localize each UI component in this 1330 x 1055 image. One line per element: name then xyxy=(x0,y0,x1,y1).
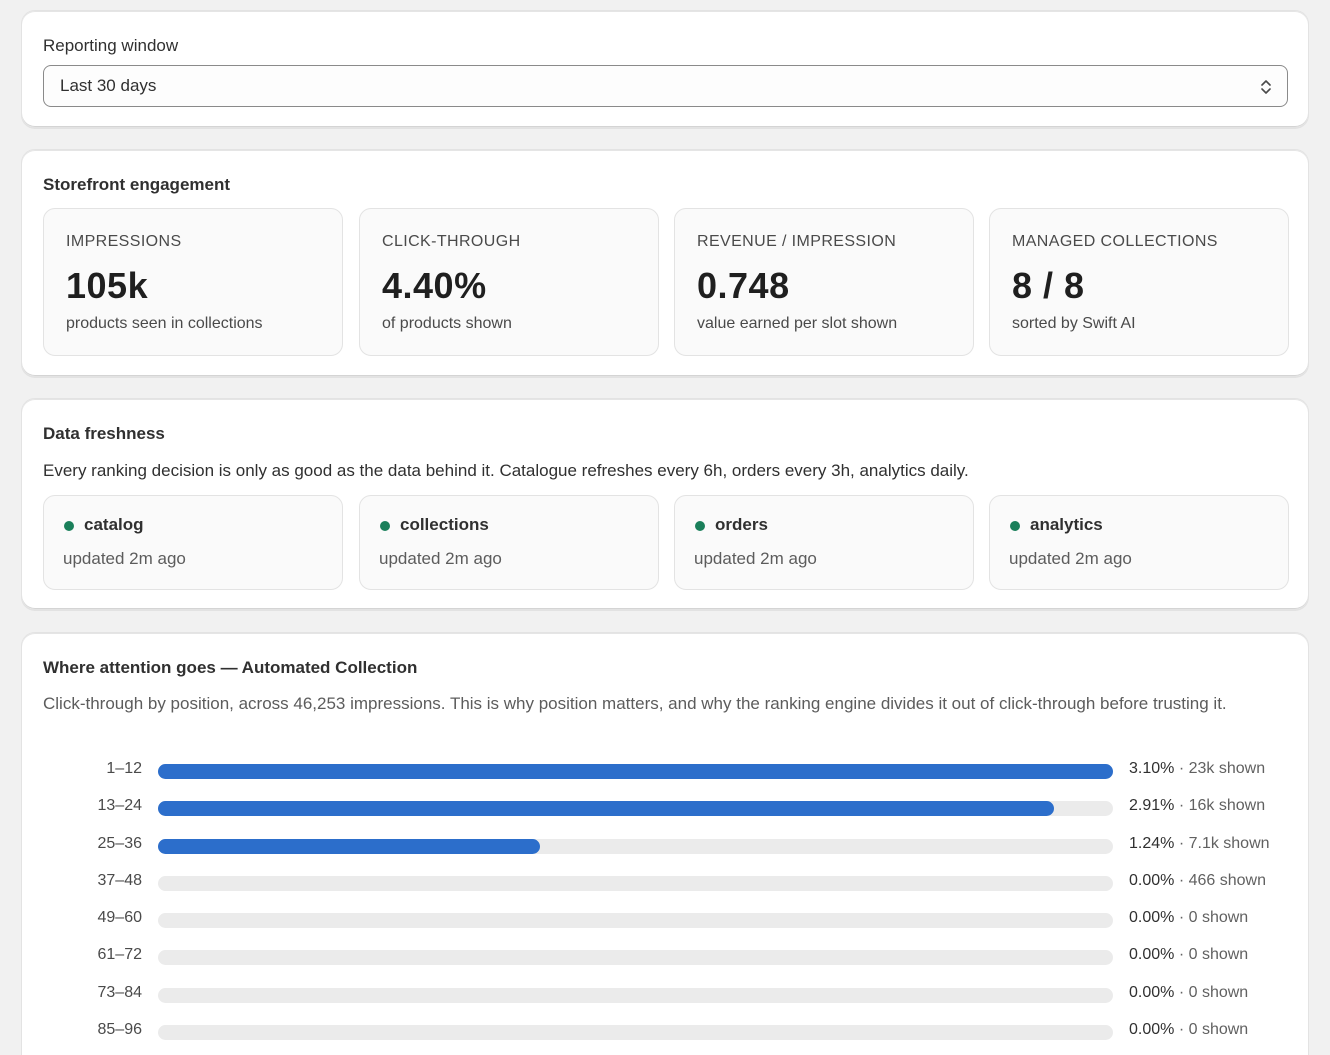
position-row: 85–96 0.00% · 0 shown xyxy=(22,1021,1310,1041)
metric-label: MANAGED COLLECTIONS xyxy=(1012,233,1218,250)
freshness-title: Data freshness xyxy=(43,424,165,443)
metric-impressions: IMPRESSIONS 105k products seen in collec… xyxy=(43,208,343,356)
freshness-source-collections: collections updated 2m ago xyxy=(359,495,659,590)
reporting-window-select[interactable]: Last 30 days xyxy=(43,65,1288,107)
metric-label: CLICK-THROUGH xyxy=(382,233,521,250)
metric-subtext: of products shown xyxy=(382,315,512,332)
impressions-shown: · 0 shown xyxy=(1174,909,1249,926)
metric-value: 105k xyxy=(66,265,149,306)
attention-card: Where attention goes — Automated Collect… xyxy=(21,632,1309,1055)
ctr-bar-track xyxy=(158,764,1113,779)
engagement-card: Storefront engagement IMPRESSIONS 105k p… xyxy=(21,149,1309,377)
freshness-source-orders: orders updated 2m ago xyxy=(674,495,974,590)
metric-subtext: value earned per slot shown xyxy=(697,315,898,332)
position-range: 1–12 xyxy=(106,760,142,777)
impressions-shown: · 0 shown xyxy=(1174,946,1249,963)
ctr-percent: 0.00% xyxy=(1129,872,1175,889)
position-row: 49–60 0.00% · 0 shown xyxy=(22,909,1310,929)
attention-description: Click-through by position, across 46,253… xyxy=(43,694,1227,713)
metric-click-through: CLICK-THROUGH 4.40% of products shown xyxy=(359,208,659,356)
reporting-window-card: Reporting window Last 30 days xyxy=(21,10,1309,128)
position-range: 49–60 xyxy=(97,909,143,926)
ctr-percent: 2.91% xyxy=(1129,797,1175,814)
metric-value: 4.40% xyxy=(382,265,487,306)
source-updated: updated 2m ago xyxy=(694,549,817,568)
metric-managed-collections: MANAGED COLLECTIONS 8 / 8 sorted by Swif… xyxy=(989,208,1289,356)
position-row: 37–48 0.00% · 466 shown xyxy=(22,872,1310,892)
source-name: catalog xyxy=(84,515,144,534)
ctr-percent: 3.10% xyxy=(1129,760,1175,777)
ctr-stat: 0.00% · 466 shown xyxy=(1129,872,1266,890)
impressions-shown: · 0 shown xyxy=(1174,984,1249,1001)
status-dot-icon xyxy=(64,521,74,531)
source-name: collections xyxy=(400,515,489,534)
ctr-bar-fill xyxy=(158,839,540,854)
status-dot-icon xyxy=(380,521,390,531)
ctr-stat: 1.24% · 7.1k shown xyxy=(1129,835,1270,853)
ctr-stat: 3.10% · 23k shown xyxy=(1129,760,1265,778)
freshness-description: Every ranking decision is only as good a… xyxy=(43,461,969,480)
position-row: 61–72 0.00% · 0 shown xyxy=(22,946,1310,966)
ctr-bar-track xyxy=(158,1025,1113,1040)
impressions-shown: · 7.1k shown xyxy=(1174,835,1270,852)
source-updated: updated 2m ago xyxy=(379,549,502,568)
position-range: 37–48 xyxy=(97,872,143,889)
engagement-title: Storefront engagement xyxy=(43,175,231,194)
source-name: orders xyxy=(715,515,768,534)
ctr-bar-track xyxy=(158,876,1113,891)
ctr-bar-fill xyxy=(158,764,1113,779)
impressions-shown: · 0 shown xyxy=(1174,1021,1249,1038)
data-freshness-card: Data freshness Every ranking decision is… xyxy=(21,398,1309,610)
freshness-source-analytics: analytics updated 2m ago xyxy=(989,495,1289,590)
source-updated: updated 2m ago xyxy=(63,549,186,568)
position-range: 85–96 xyxy=(97,1021,143,1038)
ctr-bar-track xyxy=(158,913,1113,928)
metric-revenue-per-impression: REVENUE / IMPRESSION 0.748 value earned … xyxy=(674,208,974,356)
ctr-percent: 0.00% xyxy=(1129,909,1175,926)
source-name: analytics xyxy=(1030,515,1103,534)
select-chevron-icon xyxy=(1261,80,1271,94)
status-dot-icon xyxy=(695,521,705,531)
metric-value: 8 / 8 xyxy=(1012,265,1085,306)
ctr-stat: 2.91% · 16k shown xyxy=(1129,797,1265,815)
ctr-stat: 0.00% · 0 shown xyxy=(1129,909,1248,927)
position-row: 25–36 1.24% · 7.1k shown xyxy=(22,835,1310,855)
position-row: 73–84 0.00% · 0 shown xyxy=(22,984,1310,1004)
ctr-percent: 0.00% xyxy=(1129,984,1175,1001)
ctr-stat: 0.00% · 0 shown xyxy=(1129,1021,1248,1039)
position-row: 1–12 3.10% · 23k shown xyxy=(22,760,1310,780)
ctr-percent: 0.00% xyxy=(1129,1021,1175,1038)
metric-value: 0.748 xyxy=(697,265,790,306)
position-range: 13–24 xyxy=(97,797,143,814)
ctr-percent: 0.00% xyxy=(1129,946,1175,963)
reporting-window-value: Last 30 days xyxy=(60,76,157,95)
ctr-bar-track xyxy=(158,839,1113,854)
status-dot-icon xyxy=(1010,521,1020,531)
ctr-bar-track xyxy=(158,988,1113,1003)
position-range: 25–36 xyxy=(97,835,143,852)
attention-title: Where attention goes — Automated Collect… xyxy=(43,658,418,677)
impressions-shown: · 23k shown xyxy=(1174,760,1266,777)
metric-subtext: sorted by Swift AI xyxy=(1012,315,1136,332)
impressions-shown: · 466 shown xyxy=(1174,872,1266,889)
ctr-bar-track xyxy=(158,950,1113,965)
position-range: 73–84 xyxy=(97,984,143,1001)
position-range: 61–72 xyxy=(97,946,143,963)
ctr-bar-track xyxy=(158,801,1113,816)
ctr-stat: 0.00% · 0 shown xyxy=(1129,946,1248,964)
metric-subtext: products seen in collections xyxy=(66,315,263,332)
metric-label: IMPRESSIONS xyxy=(66,233,182,250)
position-row: 13–24 2.91% · 16k shown xyxy=(22,797,1310,817)
impressions-shown: · 16k shown xyxy=(1174,797,1266,814)
ctr-percent: 1.24% xyxy=(1129,835,1175,852)
ctr-stat: 0.00% · 0 shown xyxy=(1129,984,1248,1002)
metric-label: REVENUE / IMPRESSION xyxy=(697,233,897,250)
source-updated: updated 2m ago xyxy=(1009,549,1132,568)
reporting-window-label: Reporting window xyxy=(43,36,179,55)
freshness-source-catalog: catalog updated 2m ago xyxy=(43,495,343,590)
ctr-bar-fill xyxy=(158,801,1055,816)
